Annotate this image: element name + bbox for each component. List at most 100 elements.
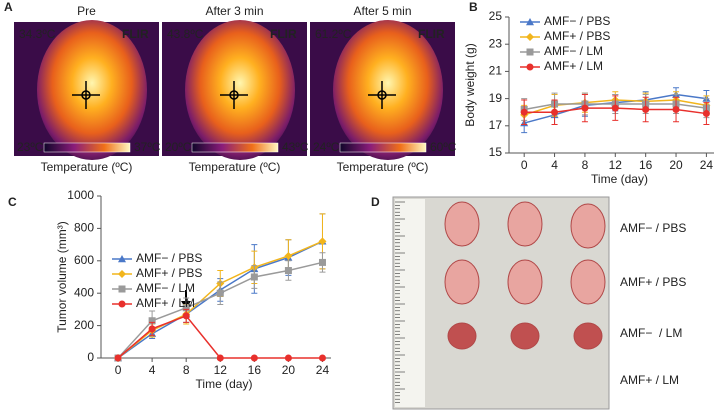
marker [520,108,528,116]
y-axis-label: Tumor volume (mm³) [55,221,69,333]
scale-min: 23ºC [17,140,44,154]
tumor [570,259,606,305]
panel-label: C [8,195,17,209]
ruler [395,199,425,407]
panel-label: B [469,0,478,14]
temperature-reading: 34.3ºC [19,27,56,41]
caption: Temperature (ºC) [189,160,281,174]
x-tick-label: 8 [183,363,190,377]
caption: Temperature (ºC) [41,160,133,174]
marker [702,110,710,118]
color-scale [191,142,279,153]
y-tick-label: 1000 [67,188,94,202]
y-tick-label: 25 [489,9,503,23]
x-tick-label: 4 [551,158,558,172]
x-tick-label: 24 [700,158,714,172]
tumors [444,201,606,350]
x-tick-label: 16 [639,158,653,172]
tumor [573,322,603,350]
color-scale [43,142,131,153]
legend-marker [118,270,126,278]
legend-marker [526,18,534,26]
flir-logo: FLIR [418,27,445,41]
legend-label: AMF− / PBS [544,14,610,28]
x-tick-label: 12 [214,363,228,377]
y-tick-label: 800 [74,221,94,235]
marker [216,289,224,297]
y-tick-label: 200 [74,318,94,332]
legend-label: AMF− / LM [544,44,603,58]
legend-label: AMF+ / LM [136,296,195,310]
x-tick-label: 20 [669,158,683,172]
tumor [447,322,477,350]
scale-max: 37ºC [134,140,161,154]
x-tick-label: 24 [316,363,330,377]
marker [672,105,680,113]
marker [216,354,224,362]
marker [114,354,122,362]
scale-min: 24ºC [313,140,340,154]
legend-marker [526,63,534,71]
scale-max: 60ºC [430,140,457,154]
marker [284,267,292,275]
flir-logo: FLIR [122,27,149,41]
marker [551,108,559,116]
x-axis-label: Time (day) [591,172,648,186]
y-tick-label: 21 [489,64,503,78]
y-tick-label: 19 [489,91,503,105]
legend-marker [526,33,534,41]
tumor [444,259,480,305]
y-tick-label: 23 [489,36,503,50]
marker [318,237,327,246]
group-label: AMF+ / PBS [620,275,686,289]
legend-label: AMF− / PBS [136,251,202,265]
x-tick-label: 12 [609,158,623,172]
legend-marker [118,300,126,308]
tumor [570,203,606,249]
marker [182,312,190,320]
marker [318,258,326,266]
x-tick-label: 16 [248,363,262,377]
y-tick-label: 15 [489,145,503,159]
image-title: After 5 min [353,4,411,18]
y-tick-label: 0 [87,350,94,364]
x-tick-label: 20 [282,363,296,377]
tumor [510,322,540,350]
marker [182,304,190,312]
y-tick-label: 600 [74,253,94,267]
x-tick-label: 4 [149,363,156,377]
hand-heat [333,20,443,160]
image-title: Pre [77,4,96,18]
group-label: AMF− / PBS [620,221,686,235]
tumor [507,201,543,247]
marker [642,105,650,113]
marker [284,354,292,362]
legend-marker [118,255,126,263]
y-tick-label: 400 [74,285,94,299]
marker [611,104,619,112]
panel-label: D [371,195,380,209]
legend-marker [118,285,126,293]
legend-marker [526,48,534,56]
temperature-reading: 61.2ºC [315,27,352,41]
group-label: AMF+ / LM [620,373,679,387]
marker [148,325,156,333]
legend-label: AMF+ / PBS [136,266,202,280]
group-label: AMF− / LM [620,326,682,340]
flir-logo: FLIR [270,27,297,41]
marker [581,104,589,112]
series [520,94,710,125]
scale-max: 43ºC [282,140,309,154]
series [114,308,326,362]
marker [148,317,156,325]
image-title: After 3 min [205,4,263,18]
hand-heat [37,20,147,160]
panel-label: A [4,0,13,14]
caption: Temperature (ºC) [337,160,429,174]
x-tick-label: 0 [115,363,122,377]
legend-label: AMF− / LM [136,281,195,295]
x-axis-label: Time (day) [196,377,253,391]
marker [318,354,326,362]
color-scale [339,142,427,153]
